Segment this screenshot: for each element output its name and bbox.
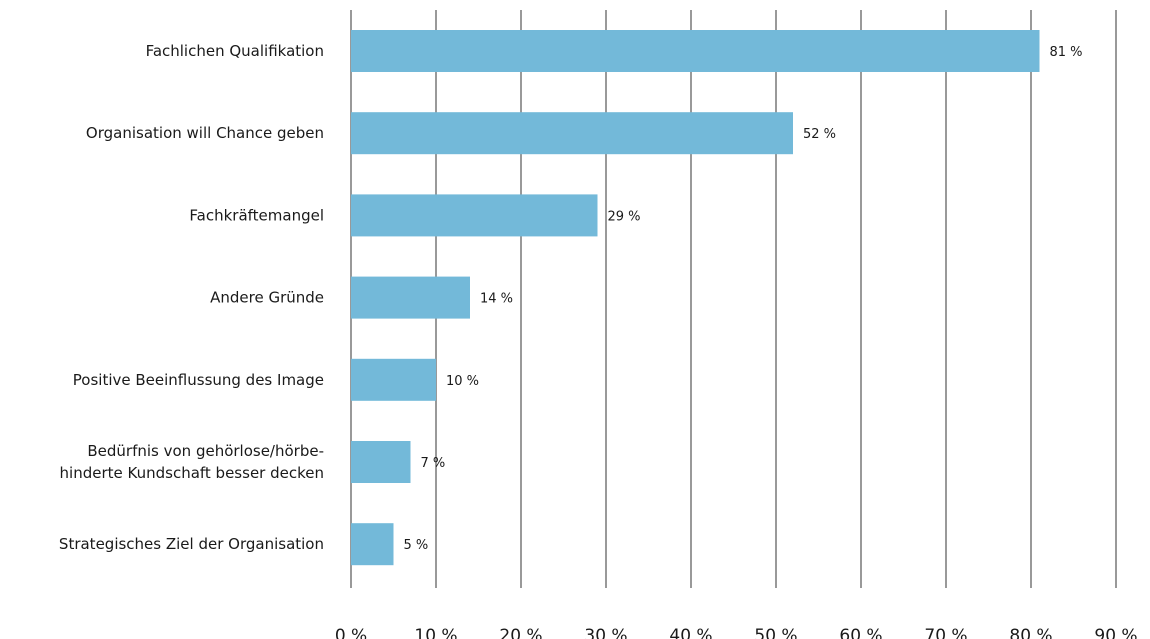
category-label: Organisation will Chance geben: [86, 124, 324, 142]
x-tick-label: 10 %: [414, 626, 457, 639]
x-tick-label: 50 %: [754, 626, 797, 639]
category-label: Positive Beeinflussung des Image: [73, 371, 324, 389]
category-labels: Fachlichen Qualifikation Organisation wil…: [59, 42, 324, 553]
x-tick-label: 20 %: [499, 626, 542, 639]
bars: [351, 30, 1040, 566]
bar: [351, 441, 411, 483]
category-label: Fachlichen Qualifikation: [146, 42, 324, 60]
category-label: hinderte Kundschaft besser decken: [60, 464, 324, 482]
category-label: Fachkräftemangel: [189, 206, 324, 224]
value-label: 29 %: [608, 209, 641, 224]
category-label: Bedürfnis von gehörlose/hörbe-: [87, 442, 324, 460]
value-label: 81 %: [1050, 45, 1083, 60]
category-label: Strategisches Ziel der Organisation: [59, 535, 324, 553]
gridlines: [350, 10, 1117, 588]
x-tick-label: 30 %: [584, 626, 627, 639]
value-label: 7 %: [421, 456, 446, 471]
bar: [351, 112, 793, 155]
bar: [351, 523, 394, 566]
category-label: Andere Gründe: [210, 289, 324, 307]
value-label: 52 %: [803, 127, 836, 142]
bar: [351, 358, 436, 401]
bar: [351, 30, 1040, 72]
x-tick-label: 90 %: [1094, 626, 1137, 639]
x-tick-label: 60 %: [839, 626, 882, 639]
value-label: 14 %: [480, 292, 513, 307]
x-tick-label: 0 %: [335, 626, 367, 639]
value-label: 10 %: [446, 374, 479, 389]
x-axis-tick-labels: 0 % 10 % 20 % 30 % 40 % 50 % 60 % 70 % 80 % 90 %: [335, 626, 1138, 639]
x-tick-label: 80 %: [1009, 626, 1052, 639]
x-tick-label: 70 %: [924, 626, 967, 639]
bar: [351, 194, 598, 237]
bar: [351, 276, 470, 319]
value-labels: 81 % 52 % 29 % 14 % 10 % 7 % 5 %: [404, 45, 1083, 553]
x-tick-label: 40 %: [669, 626, 712, 639]
value-label: 5 %: [404, 538, 429, 553]
